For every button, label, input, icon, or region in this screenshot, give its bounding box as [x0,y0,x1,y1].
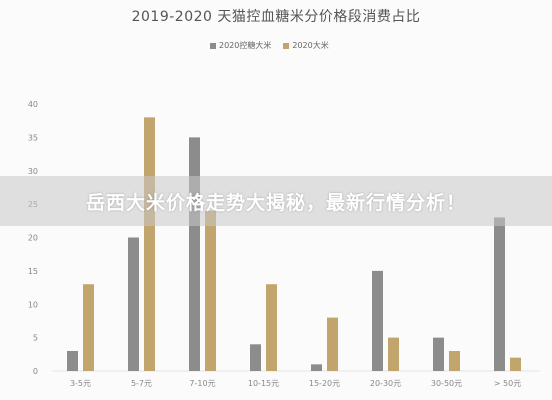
x-tick-label: 7-10元 [189,379,215,388]
y-tick-label: 0 [33,367,38,376]
x-tick-label: 5-7元 [131,379,152,388]
bar-series-1 [433,337,444,371]
bar-series-1 [372,270,383,371]
x-tick-label: 15-20元 [309,379,340,388]
legend-item-series-1: 2020控糖大米 [210,40,271,51]
chart-legend: 2020控糖大米 2020大米 [210,40,341,51]
bar-series-2 [83,284,94,371]
x-tick-label: 10-15元 [248,379,279,388]
bar-series-2 [144,117,155,371]
bar-series-2 [327,317,338,371]
legend-swatch-series-1 [210,42,216,49]
bar-series-1 [494,217,505,371]
bar-series-1 [250,344,261,371]
y-tick-label: 40 [28,100,38,109]
legend-swatch-series-2 [283,42,290,49]
bar-series-1 [311,364,322,371]
legend-item-series-2: 2020大米 [283,40,329,51]
bar-series-2 [510,357,521,371]
y-tick-label: 20 [28,234,38,243]
x-tick-label: 30-50元 [431,379,462,388]
bar-series-2 [388,337,399,371]
overlay-headline: 岳西大米价格走势大揭秘，最新行情分析！ [85,191,466,214]
legend-label-series-1: 2020控糖大米 [219,41,272,50]
bar-series-2 [266,284,277,371]
y-tick-label: 35 [28,133,38,142]
bar-series-1 [189,137,200,371]
legend-label-series-2: 2020大米 [292,41,329,50]
y-tick-label: 5 [33,334,38,343]
y-tick-label: 15 [28,267,38,276]
y-tick-label: 30 [28,167,38,176]
bar-series-2 [205,210,216,371]
x-tick-label: 3-5元 [70,379,91,388]
bar-series-1 [67,350,78,371]
y-tick-label: 10 [28,300,38,309]
bar-series-1 [128,237,139,371]
bar-series-2 [449,350,460,371]
x-tick-label: > 50元 [494,379,521,388]
chart-title: 2019-2020 天猫控血糖米分价格段消费占比 [131,9,421,25]
x-tick-label: 20-30元 [370,379,401,388]
overlay-banner: 岳西大米价格走势大揭秘，最新行情分析！ [0,176,552,226]
